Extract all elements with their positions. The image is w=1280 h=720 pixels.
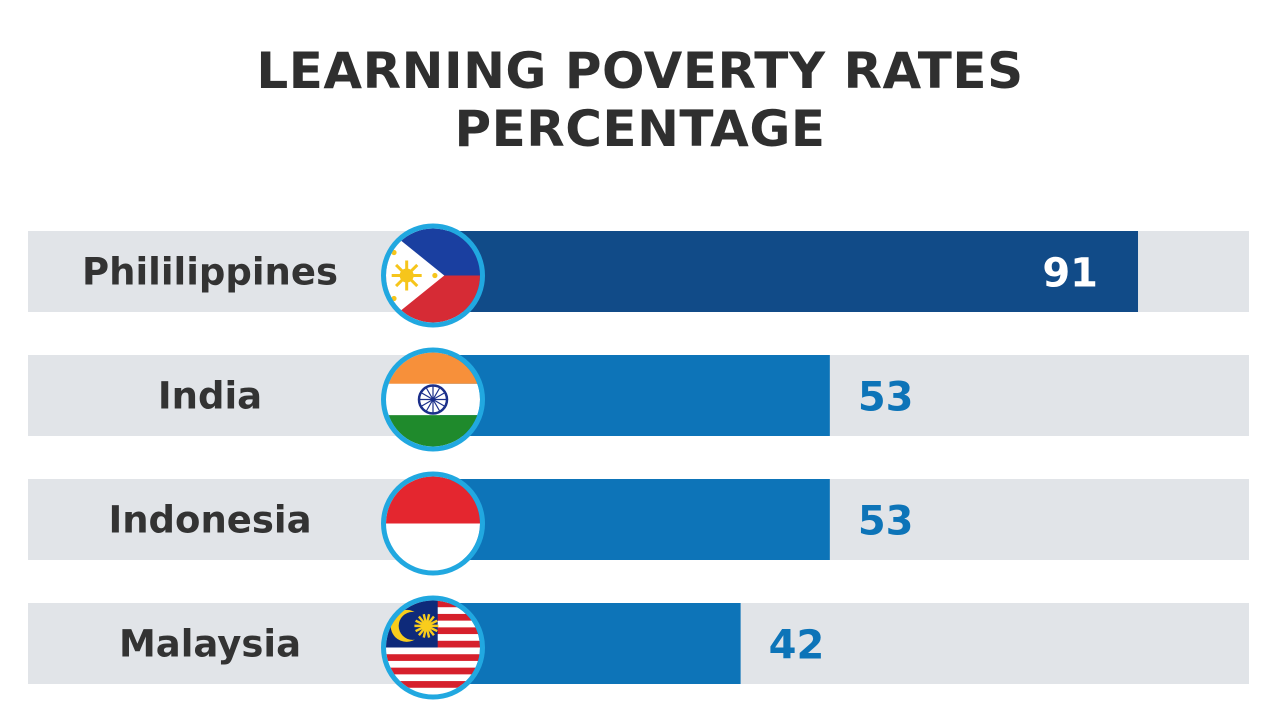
- malaysia-flag-ring: [381, 595, 485, 700]
- philippines-flag: [386, 228, 480, 323]
- bar-1: [440, 231, 1139, 312]
- bar-4: [440, 603, 741, 684]
- philippines-flag-ring: [381, 223, 485, 328]
- category-label-4: Malaysia: [119, 623, 301, 666]
- malaysia-flag: [386, 600, 480, 695]
- chart-title-block: LEARNING POVERTY RATES PERCENTAGE: [0, 42, 1280, 158]
- chart-subtitle: PERCENTAGE: [454, 100, 826, 158]
- chart-title: LEARNING POVERTY RATES: [256, 42, 1024, 100]
- category-label-1: Phililippines: [82, 251, 338, 294]
- bar-3: [440, 479, 830, 560]
- value-label-1: 91: [1042, 251, 1098, 297]
- value-label-4: 42: [769, 623, 825, 669]
- indonesia-flag-ring: [381, 471, 485, 576]
- value-label-2: 53: [858, 375, 914, 421]
- india-flag: [386, 352, 480, 447]
- category-label-2: India: [158, 375, 262, 418]
- india-flag-ring: [381, 347, 485, 452]
- indonesia-flag: [386, 476, 480, 571]
- bar-2: [440, 355, 830, 436]
- category-label-3: Indonesia: [108, 499, 311, 542]
- value-label-3: 53: [858, 499, 914, 545]
